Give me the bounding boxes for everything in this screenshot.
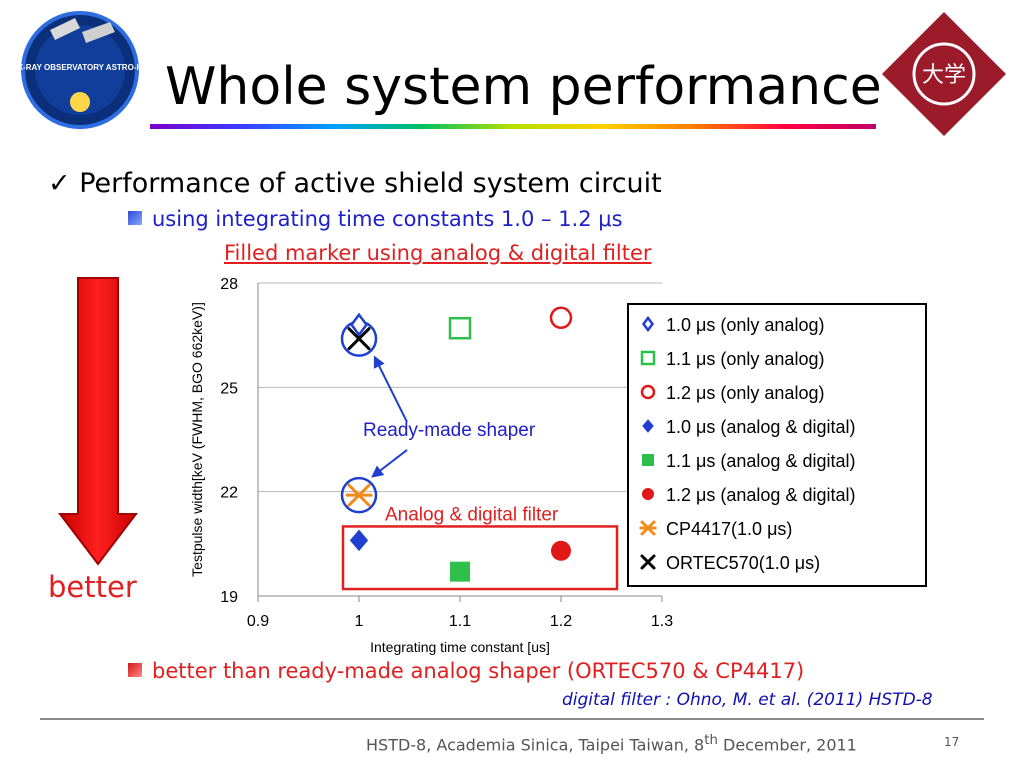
x-stroke [347,327,371,351]
legend-marker [642,488,654,500]
legend-marker [640,554,656,570]
data-point [450,561,470,582]
legend-label: CP4417(1.0 μs) [666,519,792,539]
legend-marker [639,520,657,536]
logo-left-text: X-RAY OBSERVATORY ASTRO-H [20,63,140,72]
legend-label: 1.0 μs (only analog) [666,315,824,335]
y-tick-label: 25 [220,380,238,397]
square-bullet-icon [128,663,142,677]
x-tick-label: 0.9 [247,613,269,630]
better-label: better [48,570,137,604]
x-tick-label: 1.1 [449,613,471,630]
arrow-to-ortec [373,355,408,423]
note-filled-marker: Filled marker using analog & digital fil… [224,241,652,265]
title-underline [150,124,876,129]
y-tick-label: 19 [220,589,238,606]
bullet-main: ✓ Performance of active shield system ci… [48,168,662,199]
legend-marker [640,384,656,400]
y-axis-label: Testpulse width[keV (FWHM, BGO 662keV)] [189,302,205,577]
university-logo: 大学 [882,12,1006,136]
footer-superscript: th [704,733,718,748]
legend-label: 1.2 μs (analog & digital) [666,485,855,505]
chart-points [345,306,573,582]
scatter-chart: 19 22 25 28 0.9 1 1.1 1.2 1.3 Integrating time co… [189,276,927,655]
chart-annotations: Ready-made shaper Analog & digital filter [340,320,619,591]
footer-divider [40,718,984,720]
data-point [349,529,369,552]
legend-marker [642,419,654,433]
logo-right-text: 大学 [922,63,966,88]
bullet-sub-text: using integrating time constants 1.0 – 1… [152,207,623,231]
annotation-ready-made-shaper: Ready-made shaper [363,420,536,441]
down-arrow-icon [58,277,138,566]
data-point [448,316,472,340]
chart-axes: 19 22 25 28 0.9 1 1.1 1.2 1.3 Integrating time co… [189,276,673,655]
bullet-main-text: Performance of active shield system circ… [79,168,662,199]
square-bullet-icon [128,211,142,225]
footer-text: HSTD-8, Academia Sinica, Taipei Taiwan, … [366,733,857,755]
data-point [349,312,369,337]
bullet-bottom: better than ready-made analog shaper (OR… [128,659,804,683]
checkmark-icon: ✓ [48,168,71,199]
annotation-analog-digital: Analog & digital filter [385,504,559,525]
slide-title: Whole system performance [165,57,882,117]
data-point [345,483,373,507]
data-point [551,540,571,561]
astro-h-logo: X-RAY OBSERVATORY ASTRO-H [20,11,140,129]
data-point [347,327,371,351]
legend-marker [642,454,654,466]
x-tick-label: 1 [355,613,364,630]
y-tick-label: 28 [220,276,238,293]
x-tick-label: 1.3 [651,613,673,630]
legend-label: 1.0 μs (analog & digital) [666,417,855,437]
x-tick-label: 1.2 [550,613,572,630]
bullet-bottom-text: better than ready-made analog shaper (OR… [152,659,805,683]
x-axis-label: Integrating time constant [us] [370,639,550,655]
highlight-circle-cp4417 [340,476,378,514]
bullet-sub: using integrating time constants 1.0 – 1… [128,207,623,231]
highlight-box-digital [341,525,619,591]
x-stroke [640,554,656,570]
legend-label: 1.1 μs (only analog) [666,349,824,369]
legend-label: 1.1 μs (analog & digital) [666,451,855,471]
y-tick-label: 22 [220,485,238,502]
page-number: 17 [944,735,960,749]
arrow-to-cp4417 [371,449,408,478]
reference-text: digital filter : Ohno, M. et al. (2011) … [562,690,933,710]
legend-label: 1.2 μs (only analog) [666,383,824,403]
legend-marker [640,350,656,366]
data-point [549,306,573,330]
legend-marker [641,315,655,333]
chart-legend: 1.0 μs (only analog) 1.1 μs (only analog)… [627,303,927,587]
legend-label: ORTEC570(1.0 μs) [666,553,820,573]
legend-box [627,303,927,587]
